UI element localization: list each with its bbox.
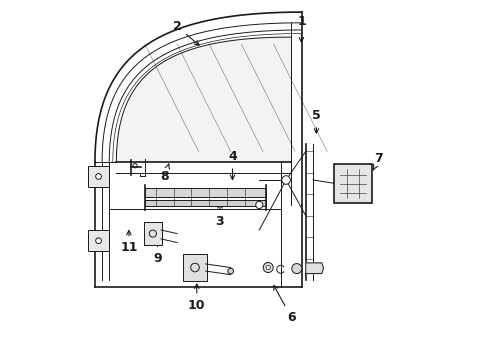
FancyBboxPatch shape <box>334 164 372 203</box>
Polygon shape <box>306 263 323 274</box>
Circle shape <box>266 265 270 270</box>
Text: 1: 1 <box>297 14 306 42</box>
Circle shape <box>282 176 291 184</box>
Text: 7: 7 <box>373 152 383 170</box>
Text: 6: 6 <box>274 285 296 324</box>
Text: 10: 10 <box>188 284 205 311</box>
FancyBboxPatch shape <box>144 222 162 245</box>
Text: 4: 4 <box>228 150 237 180</box>
Text: 11: 11 <box>120 230 138 255</box>
Text: 9: 9 <box>153 241 162 265</box>
FancyBboxPatch shape <box>145 188 267 197</box>
FancyBboxPatch shape <box>145 200 267 206</box>
Circle shape <box>228 268 234 274</box>
Text: 5: 5 <box>312 109 321 133</box>
FancyBboxPatch shape <box>88 166 109 187</box>
FancyBboxPatch shape <box>88 230 109 251</box>
Circle shape <box>96 238 101 244</box>
Polygon shape <box>117 37 292 162</box>
Circle shape <box>292 264 302 274</box>
FancyBboxPatch shape <box>183 254 207 281</box>
Text: 3: 3 <box>216 204 224 228</box>
Circle shape <box>96 174 101 179</box>
Circle shape <box>256 202 263 208</box>
Circle shape <box>263 262 273 273</box>
Text: 2: 2 <box>173 20 199 45</box>
Text: 8: 8 <box>160 164 170 183</box>
